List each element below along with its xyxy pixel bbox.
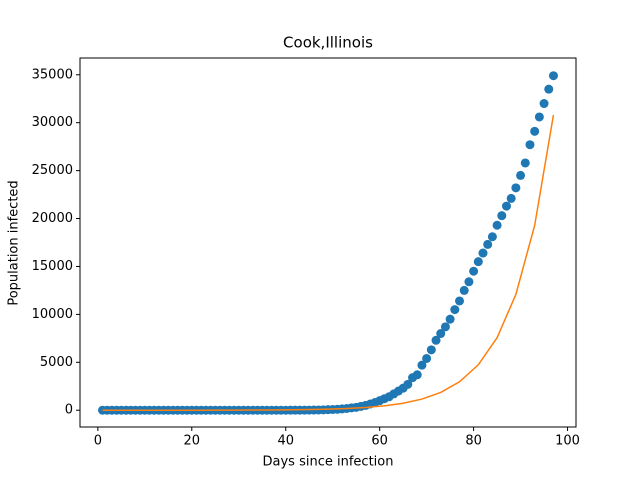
point — [426, 345, 436, 355]
point — [483, 239, 493, 249]
x-tick-label: 100 — [555, 434, 580, 449]
point — [516, 170, 526, 180]
point — [497, 211, 507, 221]
y-tick-label: 25000 — [32, 163, 73, 178]
point — [511, 183, 521, 193]
point — [544, 84, 554, 94]
point — [445, 314, 455, 324]
x-tick-label: 60 — [371, 434, 388, 449]
plot-frame — [79, 57, 577, 428]
x-axis-label: Days since infection — [263, 455, 394, 470]
point — [534, 112, 544, 122]
point — [464, 277, 474, 287]
point — [455, 296, 465, 306]
x-tick-label: 40 — [277, 434, 294, 449]
point — [525, 140, 535, 150]
point — [530, 126, 540, 136]
y-axis-label: Population infected — [7, 180, 22, 305]
point — [469, 266, 479, 276]
point — [548, 71, 558, 81]
point — [417, 360, 427, 370]
point — [492, 220, 502, 230]
y-tick-label: 5000 — [40, 355, 73, 370]
point — [478, 248, 488, 258]
point — [487, 232, 497, 242]
y-tick-label: 10000 — [32, 307, 73, 322]
chart-title: Cook,Illinois — [283, 34, 373, 52]
y-tick-label: 20000 — [32, 211, 73, 226]
point — [431, 335, 441, 345]
point — [422, 353, 432, 363]
x-tick-label: 0 — [94, 434, 102, 449]
fit-line — [102, 114, 555, 411]
y-tick-label: 0 — [65, 403, 73, 418]
y-tick-label: 30000 — [32, 115, 73, 130]
point — [450, 305, 460, 315]
y-tick-label: 35000 — [32, 67, 73, 82]
point — [473, 257, 483, 267]
point — [539, 99, 549, 109]
y-tick-label: 15000 — [32, 259, 73, 274]
x-tick-label: 20 — [184, 434, 201, 449]
point — [520, 158, 530, 168]
point — [440, 322, 450, 332]
point — [403, 379, 413, 389]
point — [436, 329, 446, 339]
point — [501, 201, 511, 211]
point — [506, 193, 516, 203]
point — [412, 370, 422, 380]
x-tick-label: 80 — [465, 434, 482, 449]
point — [459, 285, 469, 295]
